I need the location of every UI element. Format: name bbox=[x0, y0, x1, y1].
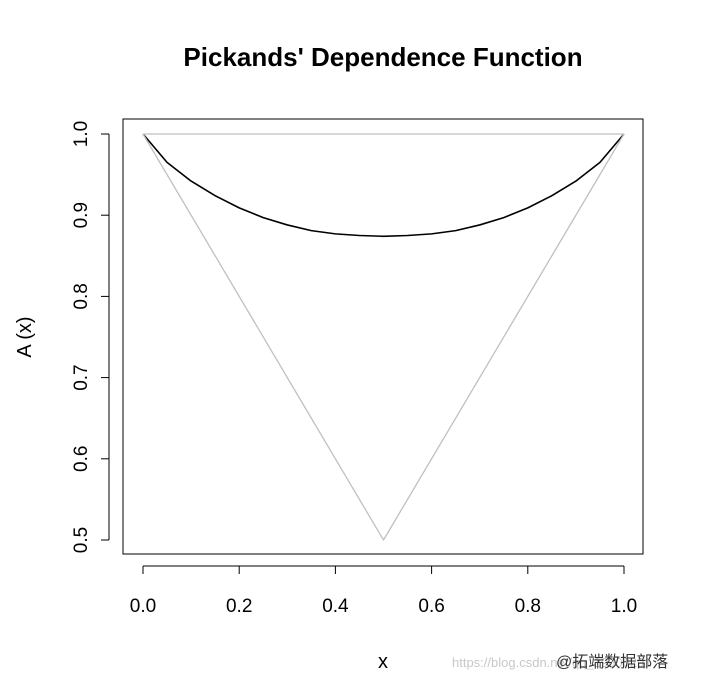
y-tick-label: 0.9 bbox=[71, 202, 92, 228]
chart-title: Pickands' Dependence Function bbox=[183, 42, 582, 72]
y-tick-label: 0.5 bbox=[71, 527, 92, 553]
x-axis-label: x bbox=[378, 651, 388, 673]
series-line-2 bbox=[142, 133, 625, 541]
x-tick-label: 1.0 bbox=[611, 596, 637, 617]
x-axis: 0.0 0.2 0.4 0.6 0.8 1.0 bbox=[130, 565, 637, 617]
x-tick-label: 0.0 bbox=[130, 596, 156, 617]
x-tick-label: 0.8 bbox=[515, 596, 541, 617]
watermark-brand: @拓端数据部落 bbox=[556, 653, 668, 671]
y-axis-label: A (x) bbox=[14, 316, 36, 357]
y-tick-label: 0.8 bbox=[71, 283, 92, 309]
x-tick-label: 0.6 bbox=[418, 596, 444, 617]
plot-frame bbox=[122, 118, 644, 555]
y-tick-label: 1.0 bbox=[71, 121, 92, 147]
y-axis: 0.5 0.6 0.7 0.8 0.9 1.0 bbox=[71, 121, 110, 553]
y-tick-label: 0.7 bbox=[71, 364, 92, 390]
x-tick-label: 0.4 bbox=[322, 596, 349, 617]
watermark-url: https://blog.csdn.net/qq_19600291 bbox=[452, 655, 652, 670]
series-line-0 bbox=[142, 133, 625, 238]
y-tick-label: 0.6 bbox=[71, 446, 92, 472]
x-tick-label: 0.2 bbox=[226, 596, 252, 617]
series-layer bbox=[142, 133, 625, 541]
